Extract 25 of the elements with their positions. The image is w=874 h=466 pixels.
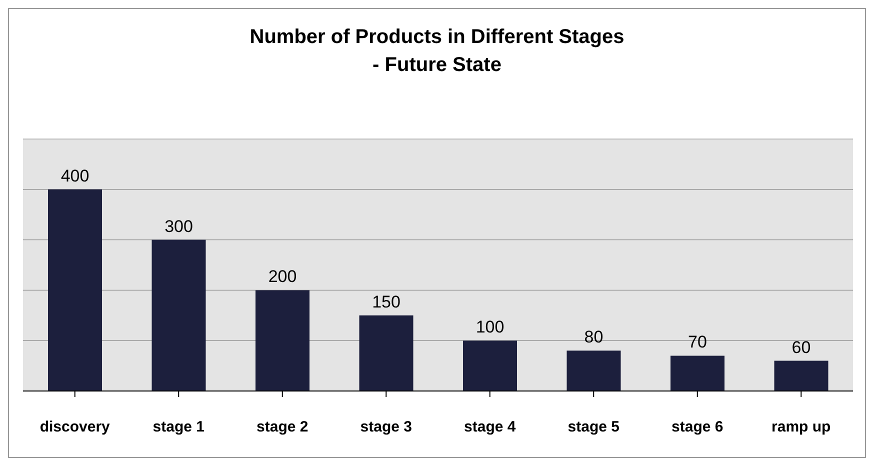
bar [48, 189, 102, 391]
data-label: 150 [372, 292, 400, 312]
bar [256, 290, 310, 391]
data-label: 400 [60, 166, 90, 186]
x-tick-label: discovery [40, 418, 111, 436]
x-tick-label: stage 5 [568, 418, 620, 436]
x-tick-label: stage 6 [672, 418, 724, 436]
bar [774, 360, 828, 391]
x-tick-label: stage 1 [152, 418, 204, 436]
bar [670, 356, 724, 391]
data-label: 300 [164, 216, 193, 236]
data-label: 60 [792, 338, 811, 357]
x-tick-label: stage 4 [464, 418, 516, 436]
bar [359, 315, 414, 391]
data-label: 100 [476, 318, 504, 337]
bar [463, 340, 517, 391]
x-tick-label: stage 3 [360, 418, 412, 436]
data-label: 70 [688, 332, 707, 352]
bar [566, 350, 621, 391]
chart-title: Number of Products in Different Stages - Future State [248, 25, 626, 78]
x-tick-label: ramp up [772, 418, 831, 436]
data-label: 80 [584, 328, 604, 347]
data-label: 200 [268, 267, 297, 286]
x-tick-label: stage 2 [256, 418, 308, 436]
bar [152, 240, 206, 391]
